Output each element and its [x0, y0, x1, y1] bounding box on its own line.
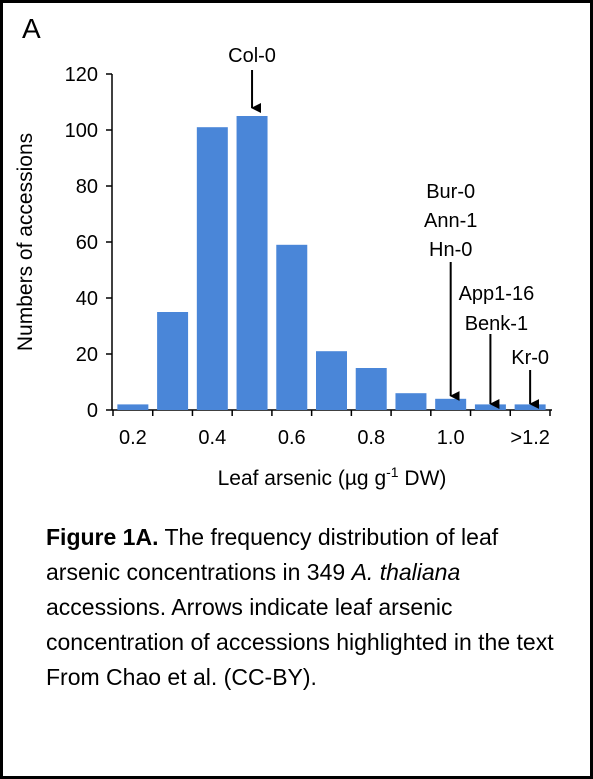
- x-label-end: DW): [399, 467, 447, 490]
- x-tick-label: 0.2: [119, 427, 147, 449]
- bar: [276, 244, 308, 410]
- annotation-label: Bur-0: [426, 181, 475, 203]
- x-tick-label: 0.4: [198, 427, 226, 449]
- y-axis-label: Numbers of accessions: [14, 133, 37, 351]
- annotation-label: Benk-1: [465, 313, 528, 335]
- x-tick-label: 0.8: [357, 427, 385, 449]
- bar: [157, 312, 189, 410]
- x-tick-label: 1.0: [437, 427, 465, 449]
- bar: [236, 116, 268, 410]
- annotation-label: Hn-0: [429, 239, 472, 261]
- bar: [435, 398, 467, 410]
- y-tick-label: 80: [76, 176, 98, 198]
- bar: [196, 127, 228, 410]
- y-tick-label: 60: [76, 232, 98, 254]
- bar: [316, 351, 347, 410]
- annotation-label: App1-16: [459, 283, 535, 305]
- x-tick-label: >1.2: [510, 427, 549, 449]
- y-tick-label: 40: [76, 288, 98, 310]
- bar: [474, 404, 506, 410]
- x-axis-label: Leaf arsenic (µg g-1 DW): [218, 464, 447, 490]
- x-label-main: Leaf arsenic (µg g: [218, 467, 387, 490]
- caption-text: accessions. Arrows indicate leaf arsenic…: [46, 594, 554, 690]
- y-tick-label: 120: [65, 64, 98, 86]
- caption: Figure 1A. The frequency distribution of…: [46, 520, 566, 695]
- y-tick-label: 0: [87, 400, 98, 422]
- bar: [514, 404, 546, 410]
- y-tick-label: 20: [76, 344, 98, 366]
- bar: [355, 368, 387, 410]
- bar: [395, 393, 427, 410]
- bar: [117, 404, 149, 410]
- chart: A Numbers of accessions Leaf arsenic (µg…: [14, 13, 552, 490]
- x-tick-label: 0.6: [278, 427, 306, 449]
- annotation-label: Col-0: [228, 45, 276, 67]
- panel-label: A: [22, 13, 41, 44]
- y-tick-label: 100: [65, 120, 98, 142]
- caption-text: The frequency distribution of leaf arsen…: [46, 524, 499, 585]
- caption-label: Figure 1A.: [46, 524, 159, 550]
- annotation-label: Ann-1: [424, 210, 477, 232]
- x-label-sup: -1: [386, 464, 399, 480]
- caption-italic: A. thaliana: [351, 559, 461, 585]
- annotation-label: Kr-0: [511, 347, 549, 369]
